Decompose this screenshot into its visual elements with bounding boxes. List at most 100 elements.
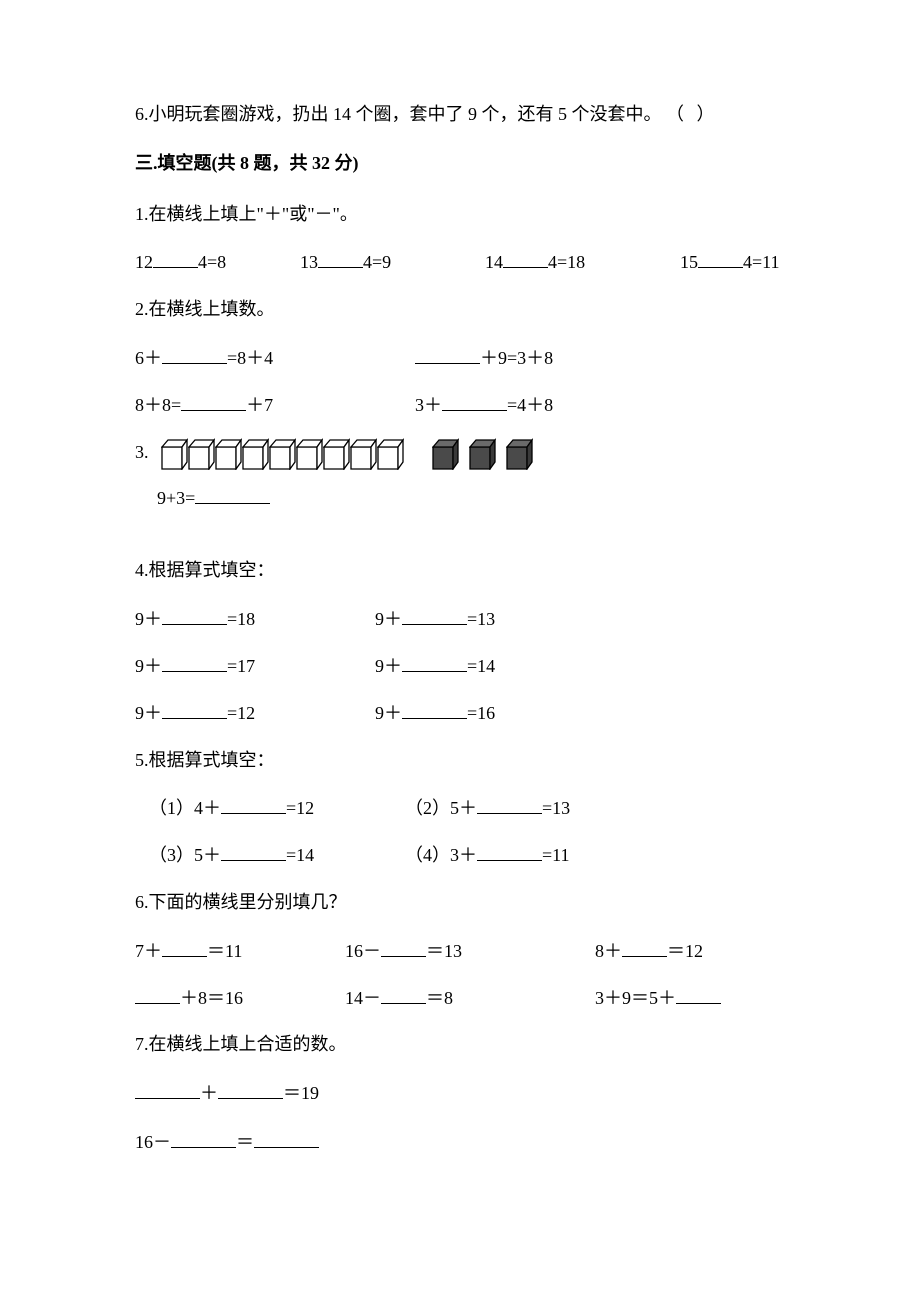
t: 9＋ (135, 609, 162, 629)
q7-row2: 16－ ＝ (135, 1128, 790, 1157)
blank (402, 701, 467, 719)
t: ＝8 (426, 988, 453, 1008)
q2-r2b-l: 3＋ (415, 395, 442, 415)
q4-rows: 9＋=189＋=139＋=179＋=149＋=129＋=16 (135, 605, 790, 727)
q1-item-3: 144=18 (485, 248, 680, 277)
t: ＝12 (667, 941, 703, 961)
q1-4-left: 15 (680, 252, 698, 272)
q6-prompt: 6.下面的横线里分别填几？ (135, 888, 790, 917)
q4-a: 9＋=12 (135, 699, 375, 728)
t: 9＋ (375, 703, 402, 723)
q4-a: 9＋=17 (135, 652, 375, 681)
blank (698, 250, 743, 268)
q2-r1a-r: =8＋4 (227, 348, 273, 368)
t: ＝11 (207, 941, 242, 961)
q1-prompt: 1.在横线上填上"＋"或"－"。 (135, 200, 790, 229)
t: 7＋ (135, 941, 162, 961)
q3-equation: 9+3= (157, 484, 790, 513)
q6-r1-3: 8＋＝12 (595, 937, 703, 966)
blank (162, 654, 227, 672)
blank (381, 986, 426, 1004)
q6-r2-1: ＋8＝16 (135, 984, 345, 1013)
t: 3＋9＝5＋ (595, 988, 676, 1008)
q4-a: 9＋ =18 (135, 605, 375, 634)
q4-row: 9＋=129＋=16 (135, 699, 790, 728)
q4-prompt: 4.根据算式填空： (135, 556, 790, 585)
blank (381, 939, 426, 957)
q6-r1-2: 16－＝13 (345, 937, 595, 966)
blank (318, 250, 363, 268)
blank (254, 1130, 319, 1148)
q1-2-left: 13 (300, 252, 318, 272)
cube-icon (377, 438, 404, 470)
prev-q6: 6.小明玩套圈游戏，扔出 14 个圈，套中了 9 个，还有 5 个没套中。 （ … (135, 100, 790, 129)
t: =14 (467, 656, 495, 676)
t: ＝13 (426, 941, 462, 961)
t: 9＋ (375, 656, 402, 676)
q4-row: 9＋=179＋ =14 (135, 652, 790, 681)
blank (503, 250, 548, 268)
cube-dark-icon (469, 438, 496, 470)
q2-r2a-r: ＋7 (246, 395, 273, 415)
section-3-header: 三.填空题(共 8 题，共 32 分) (135, 149, 790, 178)
t: =13 (542, 798, 570, 818)
q4-b: 9＋ =14 (375, 652, 495, 681)
q6-r1-1: 7＋ ＝11 (135, 937, 345, 966)
q6-r2-3: 3＋9＝5＋ (595, 984, 721, 1013)
q3-label: 3. (135, 438, 149, 467)
t: ＝ (236, 1132, 254, 1152)
q2-r2a-l: 8＋8= (135, 395, 181, 415)
blank (477, 796, 542, 814)
cube-icon (215, 438, 242, 470)
q2-r2b-r: =4＋8 (507, 395, 553, 415)
t: =12 (227, 703, 255, 723)
t: =12 (286, 798, 314, 818)
blank (477, 843, 542, 861)
t: =11 (542, 845, 569, 865)
t: =18 (227, 609, 255, 629)
t: =13 (467, 609, 495, 629)
blank (622, 939, 667, 957)
blank (415, 346, 480, 364)
q6-row1: 7＋ ＝11 16－＝13 8＋＝12 (135, 937, 790, 966)
cube-icon (269, 438, 296, 470)
blank (402, 607, 467, 625)
cube-icon (188, 438, 215, 470)
t: 9＋ (375, 609, 402, 629)
cube-icon (242, 438, 269, 470)
q4-b: 9＋ =13 (375, 605, 495, 634)
t: 14－ (345, 988, 381, 1008)
blank (442, 393, 507, 411)
q1-2-right: 4=9 (363, 252, 391, 272)
t: =14 (286, 845, 314, 865)
t: ＋8＝16 (180, 988, 243, 1008)
q1-4-right: 4=11 (743, 252, 779, 272)
blank (171, 1130, 236, 1148)
blank (218, 1081, 283, 1099)
t: =17 (227, 656, 255, 676)
q6-r2-2: 14－ ＝8 (345, 984, 595, 1013)
q7-prompt: 7.在横线上填上合适的数。 (135, 1030, 790, 1059)
q1-1-right: 4=8 (198, 252, 226, 272)
t: 16－ (135, 1132, 171, 1152)
q2-row1: 6＋ =8＋4 ＋9=3＋8 (135, 344, 790, 373)
q5-prompt: 5.根据算式填空： (135, 746, 790, 775)
q3-eq-left: 9+3= (157, 488, 195, 508)
q1-item-4: 15 4=11 (680, 248, 779, 277)
blank (162, 607, 227, 625)
t: ＋ (200, 1083, 218, 1103)
t: ＝19 (283, 1083, 319, 1103)
q2-row2: 8＋8= ＋7 3＋ =4＋8 (135, 391, 790, 420)
q5-row: （3）5＋=14（4）3＋=11 (135, 841, 790, 870)
blank (181, 393, 246, 411)
q1-3-right: 4=18 (548, 252, 585, 272)
q2-r1a-l: 6＋ (135, 348, 162, 368)
q2-r2b: 3＋ =4＋8 (415, 391, 553, 420)
q4-row: 9＋ =18 9＋ =13 (135, 605, 790, 634)
blank (676, 986, 721, 1004)
q5-b: （2）5＋=13 (405, 794, 570, 823)
q5-rows: （1）4＋=12（2）5＋=13（3）5＋=14（4）3＋=11 (135, 794, 790, 870)
blank (162, 701, 227, 719)
q2-r1b-r: ＋9=3＋8 (480, 348, 553, 368)
q7-row1: ＋ ＝19 (135, 1079, 790, 1108)
